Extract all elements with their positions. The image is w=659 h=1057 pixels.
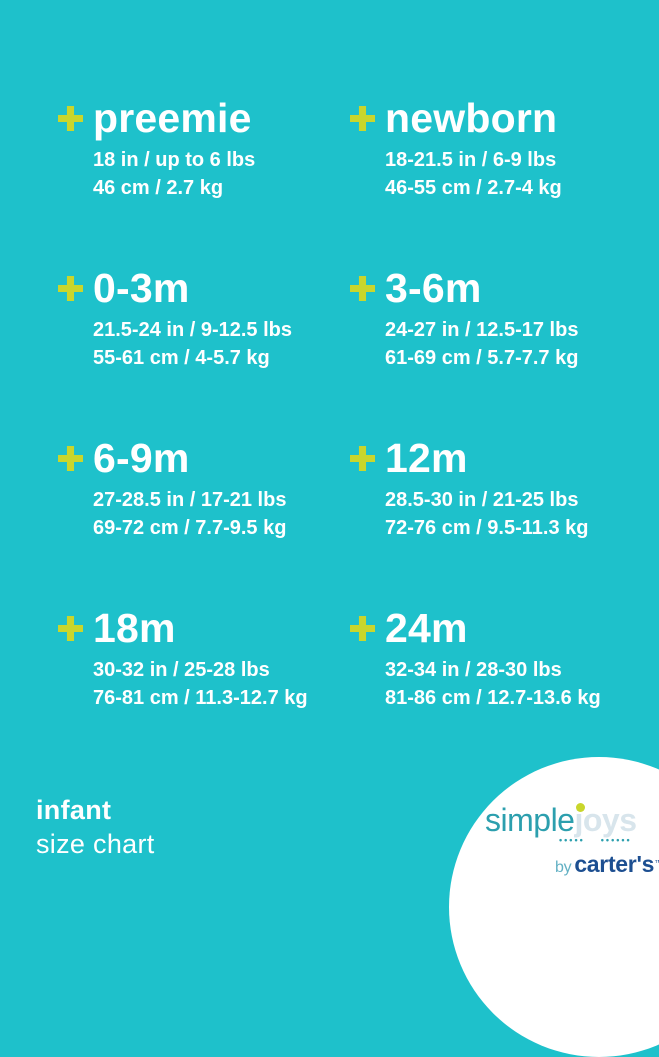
size-heading: newborn xyxy=(350,94,642,142)
logo-carters-text: carter's xyxy=(574,851,655,877)
size-metric: 69-72 cm / 7.7-9.5 kg xyxy=(93,517,287,539)
logo-word-joys-text: joys xyxy=(574,802,637,838)
chart-footer: infant size chart xyxy=(36,795,155,860)
size-metric: 55-61 cm / 4-5.7 kg xyxy=(93,347,270,369)
size-heading: 3-6m xyxy=(350,264,642,312)
size-metric: 61-69 cm / 5.7-7.7 kg xyxy=(385,347,579,369)
logo-word-joys: joys xyxy=(574,802,637,838)
size-metric: 72-76 cm / 9.5-11.3 kg xyxy=(385,517,589,539)
size-name: 12m xyxy=(385,434,468,481)
plus-icon xyxy=(350,275,375,301)
size-metric: 46 cm / 2.7 kg xyxy=(93,177,224,199)
size-entry-12m: 12m 28.5-30 in / 21-25 lbs 72-76 cm / 9.… xyxy=(350,434,642,604)
size-entry-preemie: preemie 18 in / up to 6 lbs 46 cm / 2.7 … xyxy=(58,94,350,264)
logo-by-text: by xyxy=(555,859,572,876)
size-metric: 46-55 cm / 2.7-4 kg xyxy=(385,177,562,199)
size-imperial: 27-28.5 in / 17-21 lbs xyxy=(93,489,287,511)
size-entry-24m: 24m 32-34 in / 28-30 lbs 81-86 cm / 12.7… xyxy=(350,604,642,774)
size-grid: preemie 18 in / up to 6 lbs 46 cm / 2.7 … xyxy=(58,94,642,774)
logo-byline: by carter's™ xyxy=(555,851,659,878)
logo-dotted-underline: ••••• •••••• xyxy=(559,835,659,845)
plus-icon xyxy=(58,275,83,301)
plus-icon xyxy=(350,445,375,471)
footer-title: infant xyxy=(36,795,112,825)
size-metric: 81-86 cm / 12.7-13.6 kg xyxy=(385,687,601,709)
footer-subtitle: size chart xyxy=(36,829,155,859)
logo-dots-left: ••••• xyxy=(559,835,585,845)
plus-icon xyxy=(58,615,83,641)
size-entry-0-3m: 0-3m 21.5-24 in / 9-12.5 lbs 55-61 cm / … xyxy=(58,264,350,434)
simple-joys-logo: simple joys ••••• •••••• by carter's™ xyxy=(485,803,659,878)
size-imperial: 18-21.5 in / 6-9 lbs xyxy=(385,149,557,171)
plus-icon xyxy=(58,105,83,131)
size-imperial: 21.5-24 in / 9-12.5 lbs xyxy=(93,319,292,341)
size-name: 18m xyxy=(93,604,176,651)
plus-icon xyxy=(58,445,83,471)
size-entry-newborn: newborn 18-21.5 in / 6-9 lbs 46-55 cm / … xyxy=(350,94,642,264)
size-heading: preemie xyxy=(58,94,350,142)
size-heading: 0-3m xyxy=(58,264,350,312)
size-name: 0-3m xyxy=(93,264,190,311)
size-entry-18m: 18m 30-32 in / 25-28 lbs 76-81 cm / 11.3… xyxy=(58,604,350,774)
size-heading: 18m xyxy=(58,604,350,652)
size-imperial: 28.5-30 in / 21-25 lbs xyxy=(385,489,579,511)
size-imperial: 18 in / up to 6 lbs xyxy=(93,149,256,171)
size-heading: 12m xyxy=(350,434,642,482)
size-imperial: 24-27 in / 12.5-17 lbs xyxy=(385,319,579,341)
size-imperial: 30-32 in / 25-28 lbs xyxy=(93,659,270,681)
size-metric: 76-81 cm / 11.3-12.7 kg xyxy=(93,687,308,709)
logo-word-simple: simple xyxy=(485,802,575,838)
size-name: 24m xyxy=(385,604,468,651)
j-dot-icon xyxy=(576,803,586,812)
logo-dots-right: •••••• xyxy=(600,835,632,845)
size-imperial: 32-34 in / 28-30 lbs xyxy=(385,659,562,681)
size-entry-3-6m: 3-6m 24-27 in / 12.5-17 lbs 61-69 cm / 5… xyxy=(350,264,642,434)
size-name: newborn xyxy=(385,94,558,141)
plus-icon xyxy=(350,615,375,641)
brand-logo-circle: simple joys ••••• •••••• by carter's™ xyxy=(449,757,659,1057)
trademark-symbol: ™ xyxy=(654,858,659,868)
size-entry-6-9m: 6-9m 27-28.5 in / 17-21 lbs 69-72 cm / 7… xyxy=(58,434,350,604)
size-name: 6-9m xyxy=(93,434,190,481)
logo-wordmark: simple joys xyxy=(485,803,659,837)
size-name: 3-6m xyxy=(385,264,482,311)
size-heading: 24m xyxy=(350,604,642,652)
size-heading: 6-9m xyxy=(58,434,350,482)
size-name: preemie xyxy=(93,94,252,141)
plus-icon xyxy=(350,105,375,131)
